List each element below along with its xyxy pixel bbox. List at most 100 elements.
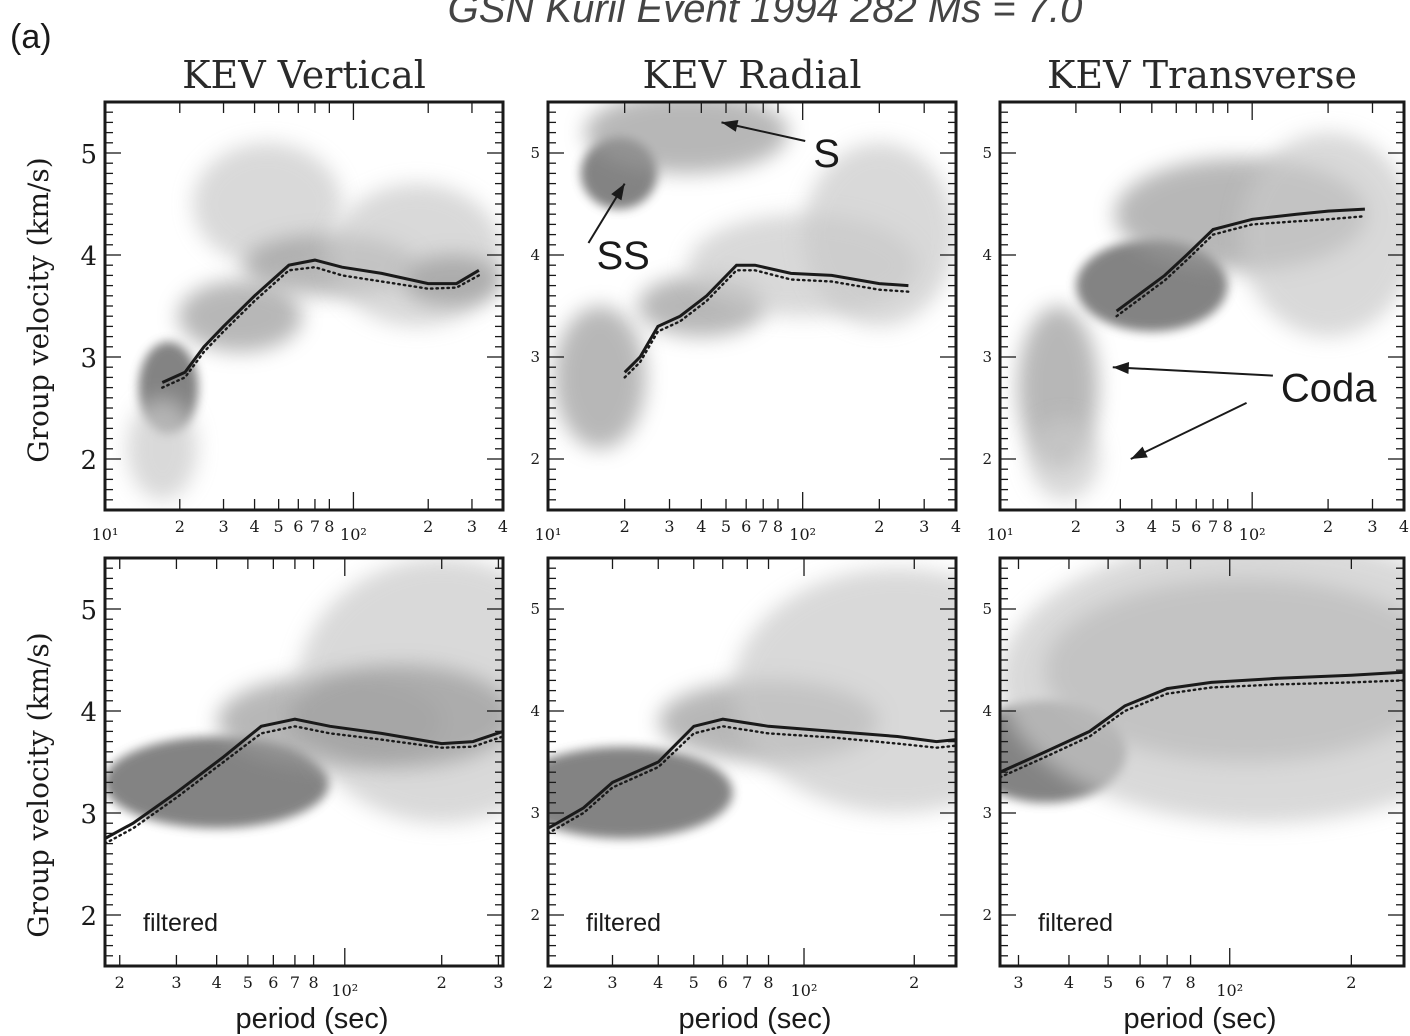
annotation-arrowhead	[721, 120, 739, 132]
x-tick-label: 3	[664, 517, 674, 536]
filtered-label: filtered	[1038, 909, 1113, 937]
density-blob	[1029, 418, 1100, 500]
x-tick-label: 3	[1013, 973, 1023, 992]
dispersion-curve	[548, 717, 956, 830]
panel-label: (a)	[10, 18, 52, 56]
x-tick-label: 3	[1115, 517, 1125, 536]
y-tick-label: 3	[982, 804, 992, 822]
annotation-text: S	[813, 132, 840, 176]
annotation-text: Coda	[1281, 367, 1377, 411]
y-tick-label: 4	[80, 242, 97, 272]
x-tick-label: 8	[773, 517, 783, 536]
density-blob	[127, 397, 198, 500]
x-tick-label: 2	[874, 517, 884, 536]
x-tick-label: 3	[493, 973, 503, 992]
x-tick-label: 2	[909, 973, 919, 992]
x-tick-label: 3	[919, 517, 929, 536]
y-tick-label: 4	[982, 702, 992, 720]
x-tick-label: 6	[293, 517, 303, 536]
x-tick-label: 3	[607, 973, 617, 992]
x-tick-label: 10²	[789, 525, 816, 544]
annotation-arrow	[1130, 402, 1247, 460]
dispersion-curve	[1000, 670, 1404, 774]
reference-curve	[548, 725, 956, 835]
density-blob	[288, 665, 503, 768]
y-tick-label: 2	[80, 446, 97, 476]
density-blob	[178, 280, 303, 352]
xlabel-1: period (sec)	[235, 1003, 388, 1035]
density-shading	[548, 568, 956, 839]
x-tick-label: 4	[249, 517, 259, 536]
density-blob	[402, 255, 502, 306]
y-tick-label: 3	[982, 348, 992, 366]
filtered-label: filtered	[143, 909, 218, 937]
xlabel-3: period (sec)	[1123, 1003, 1276, 1035]
x-tick-label: 6	[718, 973, 728, 992]
reference-curve	[161, 265, 481, 389]
dispersion-curve	[623, 263, 909, 374]
density-blob	[732, 568, 956, 813]
panel-title: KEV Transverse	[1047, 53, 1357, 97]
x-tick-label: 10²	[791, 981, 818, 1000]
y-tick-label: 5	[530, 600, 540, 618]
density-blob	[192, 142, 342, 266]
y-tick-label: 3	[530, 348, 540, 366]
annotation-arrowhead	[611, 183, 625, 201]
density-blob	[802, 142, 956, 327]
density-blob	[1239, 132, 1404, 337]
x-tick-label: 7	[290, 973, 300, 992]
chart-panel-6: 2 3 4 5 3 4 5 6 7 8 10² 2 filtered	[982, 556, 1406, 1000]
density-shading	[105, 558, 503, 829]
x-tick-label: 5	[721, 517, 731, 536]
density-shading	[1000, 558, 1404, 824]
density-blob	[584, 102, 789, 174]
x-tick-label: 2	[437, 973, 447, 992]
filtered-label: filtered	[586, 909, 661, 937]
x-tick-label: 4	[1399, 517, 1409, 536]
x-tick-label: 10²	[331, 981, 358, 1000]
x-tick-label: 2	[1346, 973, 1356, 992]
x-tick-label: 4	[653, 973, 663, 992]
y-tick-marks	[105, 557, 503, 967]
x-tick-label: 7	[758, 517, 768, 536]
annotation-arrowhead	[1112, 362, 1130, 375]
reference-curve	[105, 725, 503, 845]
y-tick-label: 3	[80, 800, 97, 830]
reference-curve	[623, 269, 910, 379]
y-tick-label: 5	[530, 144, 540, 162]
panel-title: KEV Radial	[642, 53, 861, 97]
x-tick-label: 2	[115, 973, 125, 992]
x-tick-label: 4	[1064, 973, 1074, 992]
y-tick-marks	[1000, 557, 1404, 967]
x-tick-label: 10²	[1216, 981, 1243, 1000]
x-tick-label: 10¹	[987, 525, 1014, 544]
x-tick-label: 2	[543, 973, 553, 992]
y-tick-label: 2	[530, 906, 540, 924]
density-blob	[548, 746, 733, 839]
x-tick-label: 6	[1191, 517, 1201, 536]
ylabel-top: Group velocity (km/s)	[22, 157, 55, 462]
y-tick-marks	[548, 101, 956, 511]
x-tick-label: 2	[175, 517, 185, 536]
x-tick-label: 10²	[1239, 525, 1266, 544]
x-tick-label: 4	[1147, 517, 1157, 536]
x-tick-label: 8	[1223, 517, 1233, 536]
x-tick-label: 5	[243, 973, 253, 992]
y-tick-label: 2	[982, 906, 992, 924]
x-tick-label: 7	[1208, 517, 1218, 536]
x-tick-label: 10¹	[535, 525, 562, 544]
y-tick-marks	[548, 557, 956, 967]
density-blob	[554, 306, 646, 449]
x-tick-label: 4	[696, 517, 706, 536]
y-tick-label: 4	[530, 246, 540, 264]
x-tick-label: 3	[171, 973, 181, 992]
figure-title: GSN Kuril Event 1994 282 Ms = 7.0	[448, 0, 1083, 31]
annotation-arrow	[1112, 366, 1273, 377]
